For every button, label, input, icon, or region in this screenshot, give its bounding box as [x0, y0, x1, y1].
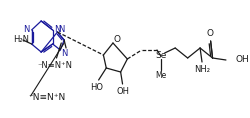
Text: H₂N: H₂N [14, 36, 30, 44]
Text: NH₂: NH₂ [194, 65, 210, 74]
Text: N: N [24, 25, 30, 34]
Text: Me: Me [155, 70, 166, 80]
Text: ⁻N≡N⁺N: ⁻N≡N⁺N [37, 61, 72, 70]
Text: N: N [54, 25, 61, 34]
Text: O: O [113, 34, 120, 44]
Text: N: N [61, 48, 67, 57]
Text: OH: OH [236, 55, 249, 65]
Text: ⁻N≡N⁺N: ⁻N≡N⁺N [29, 93, 66, 103]
Text: O: O [206, 30, 213, 38]
Text: HO: HO [90, 84, 103, 93]
Text: N: N [58, 25, 64, 34]
Text: OH: OH [116, 88, 129, 97]
Text: Se: Se [155, 51, 166, 61]
